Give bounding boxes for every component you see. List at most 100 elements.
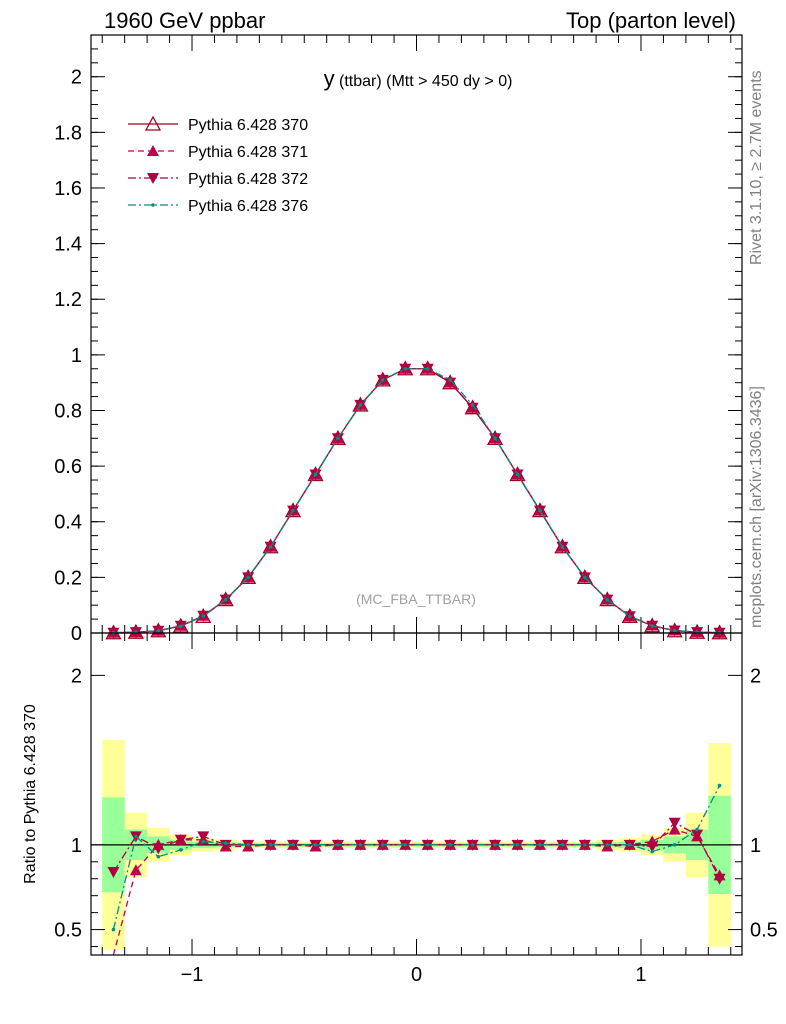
ratio-y-tick-label-left: 2 xyxy=(71,665,82,687)
ratio-point xyxy=(178,848,183,852)
y-tick-label: 1 xyxy=(71,345,82,367)
ratio-y-tick-label-right: 0.5 xyxy=(750,920,778,942)
x-tick-label: 0 xyxy=(411,964,422,986)
y-tick-label: 0.6 xyxy=(54,456,82,478)
data-point xyxy=(538,508,542,513)
ratio-point xyxy=(358,843,363,847)
ratio-point xyxy=(493,843,497,847)
header-right: Top (parton level) xyxy=(566,8,736,33)
data-point xyxy=(268,544,273,549)
ratio-point xyxy=(111,927,116,932)
ratio-point xyxy=(627,843,632,847)
ratio-point xyxy=(107,866,120,878)
y-tick-label: 0.8 xyxy=(54,400,82,422)
legend-label: Pythia 6.428 371 xyxy=(188,144,308,161)
main-series-group xyxy=(105,360,728,640)
data-point xyxy=(172,617,189,633)
ratio-y-axis-label: Ratio to Pythia 6.428 370 xyxy=(22,704,39,884)
y-tick-label: 0.2 xyxy=(54,567,82,589)
ratio-point xyxy=(291,843,295,847)
ratio-point xyxy=(336,843,340,847)
side-label-rivet: Rivet 3.1.10, ≥ 2.7M events xyxy=(748,70,765,265)
ratio-point xyxy=(246,843,250,847)
y-tick-label: 1.6 xyxy=(54,178,82,200)
ratio-point xyxy=(129,864,142,876)
x-tick-label: 1 xyxy=(635,964,646,986)
data-point xyxy=(650,624,655,628)
ratio-point xyxy=(560,843,565,847)
data-point xyxy=(672,628,677,633)
data-point xyxy=(515,472,520,477)
main-plot-ticks xyxy=(91,35,742,634)
ratio-point xyxy=(646,841,659,853)
data-point xyxy=(336,436,340,441)
y-tick-label: 1.2 xyxy=(54,289,82,311)
ratio-point xyxy=(672,843,677,847)
legend-marker xyxy=(147,173,159,184)
data-point xyxy=(470,403,475,407)
data-point xyxy=(201,614,206,618)
data-point xyxy=(156,628,161,633)
ratio-point xyxy=(425,843,430,847)
plot-title-main: y xyxy=(324,66,335,91)
ratio-point xyxy=(605,843,610,847)
ratio-point xyxy=(668,823,681,835)
data-point xyxy=(627,614,632,619)
data-point xyxy=(381,378,385,382)
data-point xyxy=(246,575,250,580)
ratio-y-tick-label-left: 1 xyxy=(71,835,82,857)
legend: Pythia 6.428 370 Pythia 6.428 371 Pythia 6… xyxy=(128,115,308,215)
ratio-point xyxy=(650,849,655,854)
side-label-mcplots: mcplots.cern.ch [arXiv:1306.3436] xyxy=(748,386,765,628)
ratio-y-tick-label-left: 0.5 xyxy=(54,920,82,942)
legend-label: Pythia 6.428 372 xyxy=(188,171,308,188)
ratio-point xyxy=(174,834,187,846)
plot-title: y (ttbar) (Mtt > 450 dy > 0) xyxy=(324,66,513,91)
ratio-point xyxy=(156,854,161,859)
plot-title-sub: (ttbar) (Mtt > 450 dy > 0) xyxy=(335,73,513,90)
y-tick-label: 1.8 xyxy=(54,122,82,144)
data-point xyxy=(358,403,363,407)
data-point xyxy=(178,624,183,629)
legend-marker xyxy=(151,203,155,207)
data-point xyxy=(403,366,408,371)
ratio-point xyxy=(448,843,452,847)
ratio-point xyxy=(223,841,228,845)
ratio-series-group xyxy=(107,783,726,956)
ratio-point xyxy=(691,829,704,841)
y-tick-label: 0 xyxy=(71,623,82,645)
x-tick-label: −1 xyxy=(181,964,204,986)
y-tick-label: 1.4 xyxy=(54,234,82,256)
ratio-y-tick-label-right: 1 xyxy=(750,835,761,857)
legend-label: Pythia 6.428 376 xyxy=(188,198,308,215)
analysis-label: (MC_FBA_TTBAR) xyxy=(356,591,476,607)
ratio-point xyxy=(515,843,520,847)
ratio-line xyxy=(112,821,721,879)
data-point xyxy=(493,436,497,441)
data-point xyxy=(313,472,318,477)
ratio-plot-ticks xyxy=(91,633,742,955)
series-line xyxy=(113,368,720,634)
data-point xyxy=(605,597,610,602)
ratio-point xyxy=(403,843,408,847)
legend-label: Pythia 6.428 370 xyxy=(188,117,308,134)
ratio-y-tick-label-right: 2 xyxy=(750,665,761,687)
data-point xyxy=(223,597,228,602)
ratio-point xyxy=(197,831,210,843)
ratio-tick-labels: 0.5 0.5 1 1 2 2 −1 0 1 xyxy=(54,665,778,986)
data-point xyxy=(560,544,565,549)
ratio-point xyxy=(152,843,165,855)
legend-marker xyxy=(147,145,159,156)
ratio-point xyxy=(695,827,699,832)
ratio-point xyxy=(470,843,475,847)
ratio-point xyxy=(668,817,681,829)
data-point xyxy=(195,607,212,623)
ratio-point xyxy=(268,843,273,847)
ratio-point xyxy=(313,843,318,847)
legend-marker xyxy=(144,115,162,131)
ratio-plot-frame xyxy=(90,632,743,956)
ratio-point xyxy=(134,834,138,839)
ratio-line xyxy=(112,785,721,930)
ratio-point xyxy=(381,843,385,847)
